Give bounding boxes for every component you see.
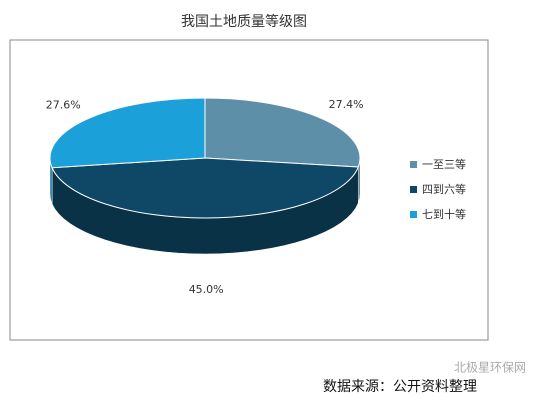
legend-label: 七到十等 [422,207,466,221]
legend-swatch [410,211,417,218]
watermark: 北极星环保网 [454,361,526,375]
slice [51,157,359,219]
legend-label: 一至三等 [422,157,466,171]
data-label: 45.0% [189,283,224,296]
legend-swatch [410,161,417,168]
data-label: 27.6% [46,99,81,112]
data-label: 27.4% [329,98,364,111]
slice [204,97,361,168]
legend-label: 四到六等 [422,182,466,196]
slice [49,97,206,169]
chart-title: 我国土地质量等级图 [181,13,307,30]
source-note: 数据来源：公开资料整理 [323,379,477,395]
legend-swatch [410,186,417,193]
